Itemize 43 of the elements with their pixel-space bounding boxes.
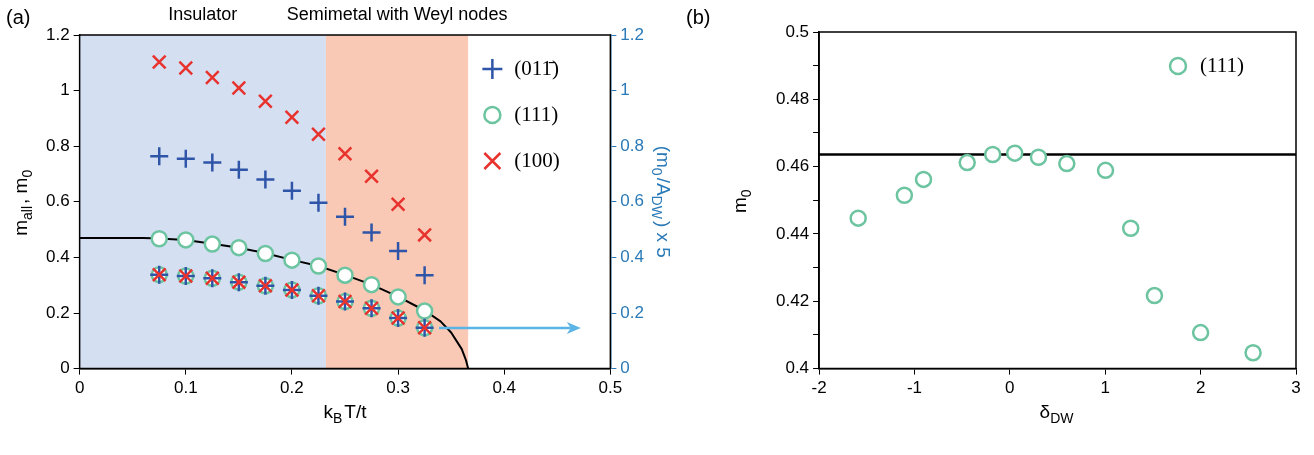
x-tick-label: -1: [906, 378, 923, 398]
x-tick-label: 0.2: [280, 378, 304, 398]
x-tick-label: 0.5: [598, 378, 623, 398]
legend-label: (111): [1200, 52, 1244, 77]
y-tick-label: 0.8: [45, 135, 70, 155]
y-axis-title: mall, m0: [9, 169, 35, 236]
y-tick-label: 0.4: [45, 247, 70, 267]
legend-label: (111): [514, 101, 559, 126]
y-tick-label: 0.6: [45, 191, 70, 211]
y-tick-label: 0.42: [775, 290, 810, 310]
x-tick-label: 0.3: [386, 378, 410, 398]
y-tick-label: 0.48: [775, 89, 810, 109]
y2-tick-label: 0.4: [620, 247, 645, 267]
x-tick-label: 0.1: [173, 378, 198, 398]
x-tick-label: 0: [74, 378, 85, 398]
x-tick-label: 1: [1100, 378, 1110, 398]
y-tick-label: 1: [60, 80, 70, 100]
legend-label: (100): [514, 147, 560, 172]
legend-label: (011̄): [514, 55, 560, 80]
y-tick-label: 0.44: [775, 223, 810, 243]
y2-tick-label: 0.8: [620, 135, 645, 155]
chart-title: (b): [686, 5, 711, 28]
y-tick-label: 0: [60, 358, 70, 378]
y-tick-label: 1.2: [45, 24, 70, 44]
y-tick-label: 0.5: [785, 21, 810, 41]
x-tick-label: -2: [811, 378, 827, 398]
y2-axis-title: (m0/ADW) x 5: [649, 145, 675, 258]
x-tick-label: 2: [1195, 378, 1206, 398]
x-tick-label: 0: [1005, 378, 1015, 398]
y2-tick-label: 1: [620, 80, 630, 100]
y2-tick-label: 0.2: [620, 302, 645, 322]
chart-title: (a): [6, 5, 31, 28]
band-label: Insulator: [168, 3, 238, 24]
y2-tick-label: 0.6: [620, 191, 645, 211]
band-label: Semimetal with Weyl nodes: [286, 3, 508, 24]
y2-tick-label: 1.2: [620, 24, 645, 44]
x-tick-label: 3: [1291, 378, 1301, 398]
y-tick-label: 0.46: [775, 156, 810, 176]
y-tick-label: 0.4: [785, 358, 810, 378]
y-axis-title: m0: [729, 189, 755, 214]
y2-tick-label: 0: [620, 358, 630, 378]
y-tick-label: 0.2: [45, 302, 70, 322]
x-tick-label: 0.4: [492, 378, 517, 398]
